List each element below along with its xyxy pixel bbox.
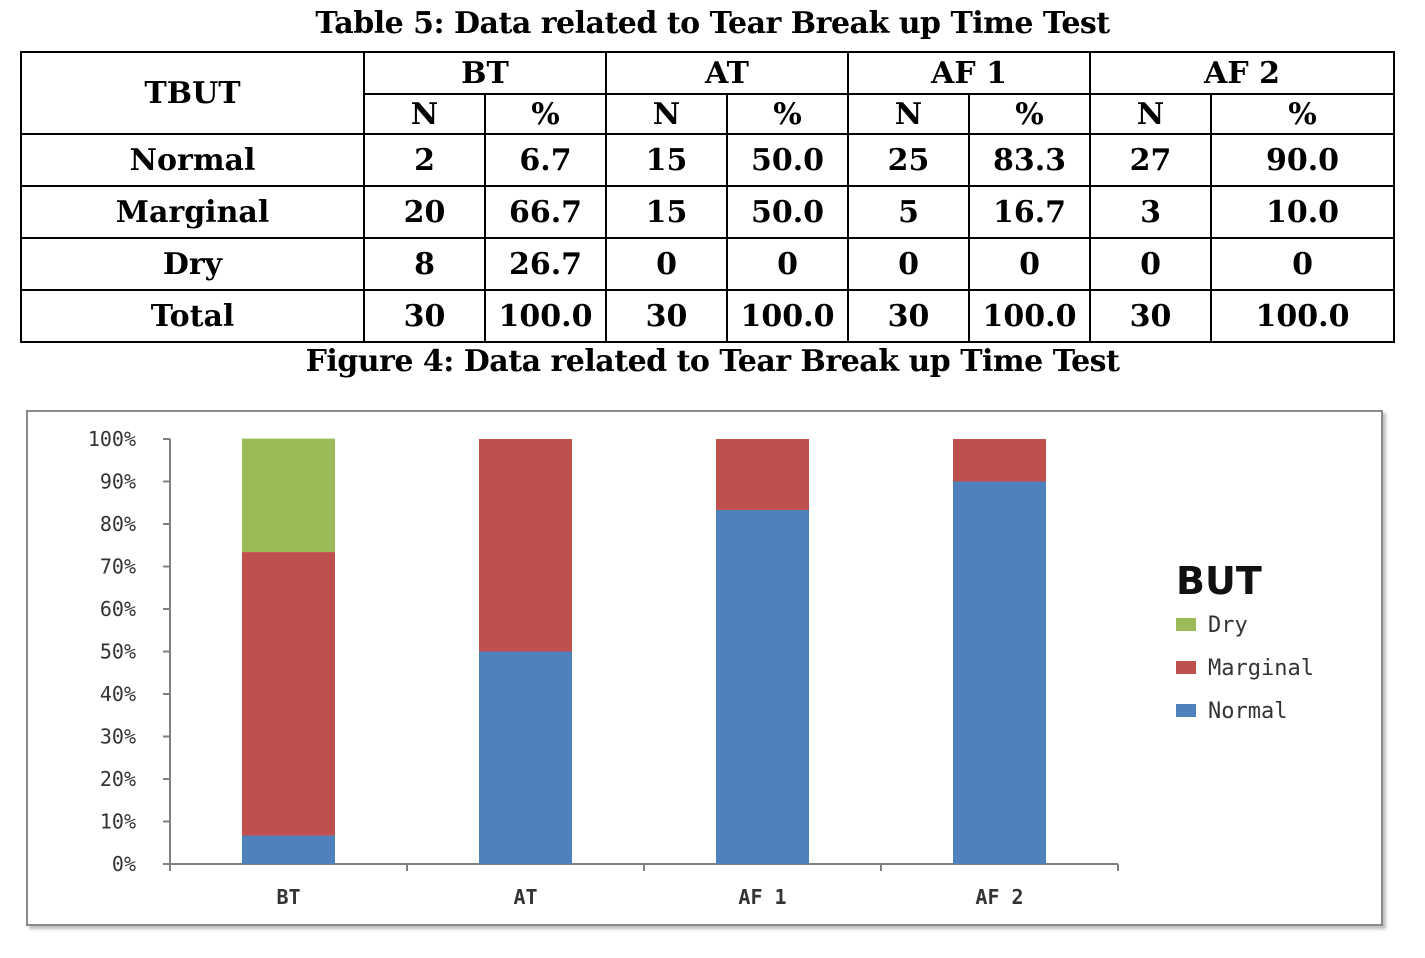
cell-n: 0 (1089, 237, 1212, 291)
cell-percent: 50.0 (726, 185, 849, 239)
cell-n: 15 (605, 133, 728, 187)
cell-percent: 100.0 (484, 289, 607, 343)
subheader-n: N (847, 93, 970, 135)
legend-swatch (1176, 661, 1196, 674)
table-row: Total 30 100.0 30 100.0 30 100.0 30 100.0 (20, 289, 1395, 343)
figure-caption: Figure 4: Data related to Tear Break up … (305, 344, 1120, 379)
chart-svg: 0% 10% 20% 30% 40% 50% 60% 70% 80% 90% 100% BT AT AF … (88, 427, 1314, 909)
y-tick-label: 70% (100, 555, 136, 579)
cell-percent: 66.7 (484, 185, 607, 239)
subheader-n: N (1089, 93, 1212, 135)
cell-n: 8 (363, 237, 486, 291)
legend-swatch (1176, 704, 1196, 717)
table-caption: Table 5: Data related to Tear Break up T… (315, 6, 1110, 41)
cell-n: 2 (363, 133, 486, 187)
bar-segment-marginal (716, 439, 809, 510)
cell-n: 3 (1089, 185, 1212, 239)
row-label: Total (20, 289, 365, 343)
row-label: Dry (20, 237, 365, 291)
x-tick-label: AF 2 (975, 885, 1023, 909)
cell-percent: 26.7 (484, 237, 607, 291)
cell-n: 25 (847, 133, 970, 187)
cell-n: 15 (605, 185, 728, 239)
legend-label: Dry (1208, 613, 1248, 638)
table-row: Normal 2 6.7 15 50.0 25 83.3 27 90.0 (20, 133, 1395, 187)
y-tick-label: 100% (88, 427, 136, 451)
tbut-table: TBUT BT AT AF 1 AF 2 N % N % N % N % Nor… (20, 51, 1395, 343)
group-header: BT (363, 51, 607, 95)
group-header: AT (605, 51, 849, 95)
legend-label: Marginal (1208, 656, 1314, 681)
cell-n: 0 (605, 237, 728, 291)
bar-segment-marginal (953, 439, 1046, 482)
y-tick-label: 20% (100, 767, 136, 791)
y-tick-label: 80% (100, 512, 136, 536)
table-row: Marginal 20 66.7 15 50.0 5 16.7 3 10.0 (20, 185, 1395, 239)
subheader-n: N (605, 93, 728, 135)
cell-n: 5 (847, 185, 970, 239)
cell-percent: 100.0 (726, 289, 849, 343)
stacked-bar-chart: 0% 10% 20% 30% 40% 50% 60% 70% 80% 90% 100% BT AT AF … (26, 410, 1383, 926)
subheader-percent: % (1210, 93, 1395, 135)
bar-segment-marginal (242, 552, 335, 836)
bar-segment-marginal (479, 439, 572, 652)
cell-n: 30 (847, 289, 970, 343)
x-tick-label: BT (276, 885, 300, 909)
x-tick-label: AT (513, 885, 537, 909)
y-tick-label: 50% (100, 640, 136, 664)
row-header-cell: TBUT (20, 51, 365, 135)
row-label: Marginal (20, 185, 365, 239)
group-header: AF 2 (1089, 51, 1395, 95)
cell-percent: 90.0 (1210, 133, 1395, 187)
cell-percent: 83.3 (968, 133, 1091, 187)
subheader-n: N (363, 93, 486, 135)
subheader-percent: % (968, 93, 1091, 135)
cell-percent: 0 (726, 237, 849, 291)
y-tick-label: 30% (100, 725, 136, 749)
y-tick-label: 40% (100, 682, 136, 706)
cell-percent: 16.7 (968, 185, 1091, 239)
row-label: Normal (20, 133, 365, 187)
cell-percent: 0 (1210, 237, 1395, 291)
cell-percent: 50.0 (726, 133, 849, 187)
bar-segment-dry (242, 438, 335, 553)
cell-n: 20 (363, 185, 486, 239)
subheader-percent: % (484, 93, 607, 135)
x-tick-label: AF 1 (738, 885, 786, 909)
table-row: Dry 8 26.7 0 0 0 0 0 0 (20, 237, 1395, 291)
bar-segment-normal (953, 481, 1046, 864)
legend-title: BUT (1176, 559, 1262, 603)
y-tick-label: 90% (100, 470, 136, 494)
bar-segment-normal (242, 835, 335, 864)
y-tick-label: 60% (100, 597, 136, 621)
y-tick-label: 10% (100, 810, 136, 834)
cell-percent: 6.7 (484, 133, 607, 187)
bar-segment-normal (479, 651, 572, 864)
cell-percent: 10.0 (1210, 185, 1395, 239)
y-tick-label: 0% (112, 852, 136, 876)
cell-n: 0 (847, 237, 970, 291)
cell-n: 30 (605, 289, 728, 343)
legend-label: Normal (1208, 699, 1287, 724)
cell-n: 30 (1089, 289, 1212, 343)
cell-percent: 0 (968, 237, 1091, 291)
cell-n: 30 (363, 289, 486, 343)
cell-n: 27 (1089, 133, 1212, 187)
cell-percent: 100.0 (968, 289, 1091, 343)
cell-percent: 100.0 (1210, 289, 1395, 343)
group-header: AF 1 (847, 51, 1091, 95)
bar-segment-normal (716, 509, 809, 864)
legend-swatch (1176, 618, 1196, 631)
subheader-percent: % (726, 93, 849, 135)
